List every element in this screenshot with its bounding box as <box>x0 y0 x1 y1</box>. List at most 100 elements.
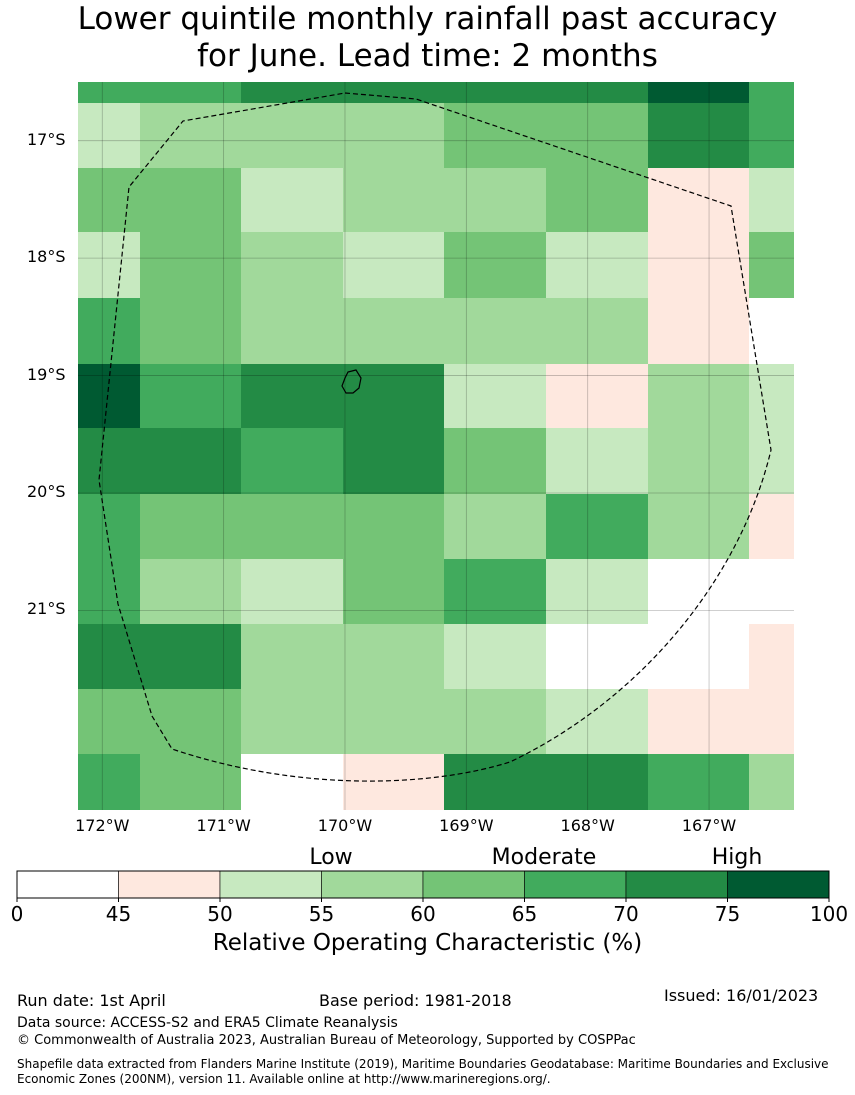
map-cell <box>546 103 648 168</box>
colorbar-bin <box>16 870 119 899</box>
map-cell <box>648 754 749 810</box>
lat-tick-label: 18°S <box>27 247 66 267</box>
map-cell <box>444 82 546 103</box>
map-cell <box>648 103 749 168</box>
map-cell <box>78 754 140 810</box>
map-cell <box>648 364 749 428</box>
colorbar-tick-label: 65 <box>511 902 538 926</box>
colorbar-bin <box>321 870 424 899</box>
data-source: Data source: ACCESS-S2 and ERA5 Climate … <box>17 1015 398 1031</box>
map-cell <box>140 624 241 689</box>
colorbar-bin <box>422 870 525 899</box>
map-cell <box>78 624 140 689</box>
lat-tick-label: 19°S <box>27 364 66 384</box>
map-cell <box>648 559 749 624</box>
map-cell <box>343 82 444 103</box>
map-cell <box>241 624 343 689</box>
map-cell <box>241 82 343 103</box>
map-cell <box>78 103 140 168</box>
map-cell <box>546 754 648 810</box>
map-cell <box>343 168 444 232</box>
lon-tick-label: 167°W <box>681 816 737 835</box>
lon-tick-label: 170°W <box>317 816 373 835</box>
niue-island-outline <box>341 369 362 394</box>
map-cell <box>546 364 648 428</box>
colorbar-bin <box>118 870 221 899</box>
map-cell <box>140 364 241 428</box>
category-low-label: Low <box>309 845 353 870</box>
map-cell <box>749 624 794 689</box>
lon-tick-label: 168°W <box>560 816 615 835</box>
map-cell <box>343 624 444 689</box>
map-cell <box>546 494 648 559</box>
map-cell <box>343 364 444 428</box>
map-cell <box>749 82 794 103</box>
map-cell <box>343 232 444 298</box>
map-cell <box>78 168 140 232</box>
colorbar-tick-label: 100 <box>809 902 849 926</box>
lat-tick-label: 20°S <box>27 481 66 501</box>
map-cell <box>444 624 546 689</box>
colorbar-tick-label: 60 <box>410 902 436 926</box>
map-cell <box>241 754 343 810</box>
base-period: Base period: 1981-2018 <box>319 991 512 1010</box>
map-cell <box>241 428 343 494</box>
map-cell <box>749 428 794 494</box>
map-cell <box>546 232 648 298</box>
colorbar-tick-label: 50 <box>207 902 233 926</box>
map-cell <box>343 428 444 494</box>
colorbar-tick-label: 70 <box>613 902 639 926</box>
lon-tick-label: 169°W <box>439 816 494 835</box>
map-cell <box>241 103 343 168</box>
map-cell <box>444 168 546 232</box>
eez-boundary <box>98 92 772 782</box>
map-cell <box>140 689 241 754</box>
map-cell <box>241 168 343 232</box>
map-cell <box>444 754 546 810</box>
map-cell <box>140 103 241 168</box>
map-cell <box>648 494 749 559</box>
lat-tick-label: 17°S <box>27 129 66 149</box>
map-cell <box>648 168 749 232</box>
lon-tick-label: 171°W <box>196 816 251 835</box>
colorbar-bin <box>727 870 830 899</box>
colorbar-tick-label: 55 <box>308 902 335 926</box>
map-cell <box>749 559 794 624</box>
shapefile-credit-line-1: Shapefile data extracted from Flanders M… <box>17 1057 829 1071</box>
map-cell <box>648 298 749 364</box>
map-cell <box>241 689 343 754</box>
colorbar-bins <box>16 870 830 902</box>
map-cell <box>343 754 444 810</box>
map-cell <box>444 232 546 298</box>
chart-title-line-2: for June. Lead time: 2 months <box>197 38 658 74</box>
map-cell <box>78 494 140 559</box>
map-cell <box>749 103 794 168</box>
map-cell <box>343 103 444 168</box>
copyright: © Commonwealth of Australia 2023, Austra… <box>17 1033 636 1048</box>
map-cell <box>648 428 749 494</box>
lon-tick-label: 172°W <box>75 816 130 835</box>
map-cell <box>140 168 241 232</box>
map-cell <box>78 689 140 754</box>
map-cell <box>140 428 241 494</box>
map-cell <box>140 754 241 810</box>
colorbar-tick-label: 45 <box>105 902 132 926</box>
map-cell <box>444 298 546 364</box>
lat-tick-label: 21°S <box>27 599 66 619</box>
issued-date: Issued: 16/01/2023 <box>664 986 819 1005</box>
map-cell <box>546 168 648 232</box>
map-cell <box>648 82 749 103</box>
map-cell <box>546 428 648 494</box>
map-cell <box>444 559 546 624</box>
map-cell <box>343 689 444 754</box>
map-cell <box>241 232 343 298</box>
map-cell <box>78 232 140 298</box>
map-cell <box>444 428 546 494</box>
map-cell <box>444 364 546 428</box>
map-cell <box>648 689 749 754</box>
map-cell <box>546 82 648 103</box>
map-cell <box>546 624 648 689</box>
colorbar-bin <box>219 870 322 899</box>
map-cell <box>140 559 241 624</box>
